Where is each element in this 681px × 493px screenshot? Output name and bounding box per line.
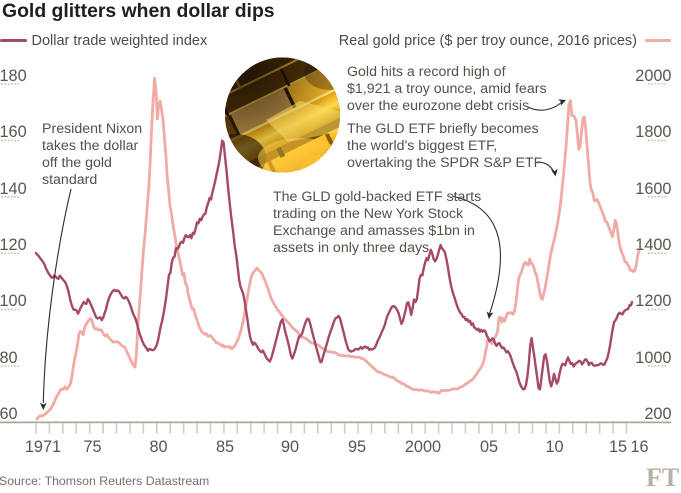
svg-text:1200: 1200 (635, 292, 671, 310)
svg-text:80: 80 (0, 349, 18, 367)
svg-text:2000: 2000 (405, 438, 441, 456)
svg-text:140: 140 (0, 180, 27, 198)
svg-text:85: 85 (216, 438, 234, 456)
svg-text:1000: 1000 (635, 349, 671, 367)
svg-text:1600: 1600 (635, 180, 671, 198)
svg-text:100: 100 (0, 292, 27, 310)
svg-text:1800: 1800 (635, 123, 671, 141)
svg-text:1971: 1971 (25, 438, 61, 456)
svg-text:60: 60 (0, 405, 18, 423)
svg-text:200: 200 (644, 405, 671, 423)
svg-text:160: 160 (0, 123, 27, 141)
svg-text:05: 05 (480, 438, 498, 456)
svg-text:10: 10 (545, 438, 563, 456)
svg-text:2000: 2000 (635, 67, 671, 85)
svg-text:90: 90 (281, 438, 299, 456)
svg-text:16: 16 (630, 438, 648, 456)
svg-text:95: 95 (348, 438, 366, 456)
svg-text:180: 180 (0, 67, 27, 85)
svg-text:1400: 1400 (635, 236, 671, 254)
svg-text:80: 80 (149, 438, 167, 456)
svg-text:120: 120 (0, 236, 27, 254)
svg-text:15: 15 (609, 438, 627, 456)
svg-text:75: 75 (83, 438, 101, 456)
